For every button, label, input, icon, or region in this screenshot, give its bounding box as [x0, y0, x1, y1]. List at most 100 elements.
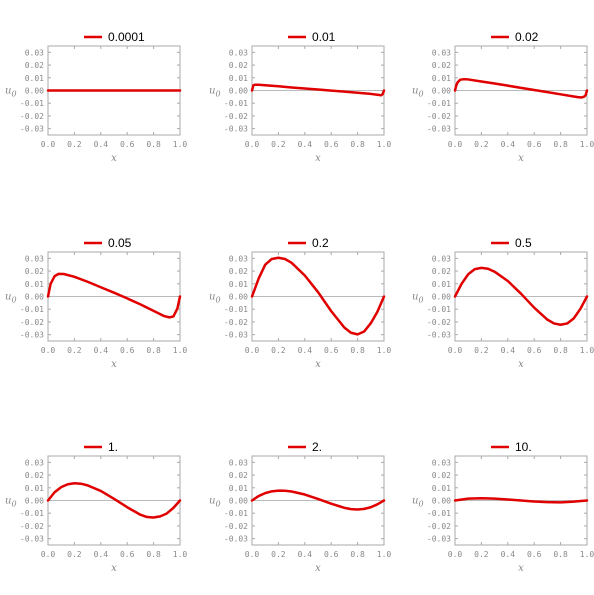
- y-tick-label: -0.01: [20, 99, 44, 108]
- legend-label: 0.5: [515, 236, 532, 250]
- legend-label: 0.05: [108, 236, 132, 250]
- x-tick-label: 0.0: [41, 140, 56, 149]
- x-tick-label: 0.2: [67, 140, 82, 149]
- y-tick-label: 0.01: [229, 484, 248, 493]
- x-tick-label: 0.6: [527, 140, 542, 149]
- panel-5: 0.2 0.03 0.02 0.01 0.00 -0.01 -0.02 -0.03 0.0 0.2…: [209, 236, 391, 370]
- y-tick-label: -0.02: [224, 522, 248, 531]
- x-tick-label: 0.4: [94, 140, 109, 149]
- x-tick-label: 0.6: [527, 346, 542, 355]
- series-line: [46, 481, 182, 519]
- y-tick-label: 0.02: [229, 471, 248, 480]
- x-tick-label: 0.8: [146, 346, 161, 355]
- y-tick-label: 0.00: [432, 87, 451, 96]
- x-tick-label: 0.0: [448, 346, 463, 355]
- y-axis-label-subscript: 0: [11, 500, 16, 509]
- legend-label: 0.0001: [108, 30, 145, 44]
- y-tick-label: -0.01: [224, 99, 248, 108]
- x-axis-label: x: [518, 153, 524, 164]
- y-tick-label: -0.01: [224, 305, 248, 314]
- x-axis-label: x: [111, 359, 117, 370]
- y-tick-label: -0.02: [224, 112, 248, 121]
- y-axis-label-subscript: 0: [418, 90, 423, 99]
- y-tick-label: 0.01: [25, 484, 44, 493]
- x-tick-label: 0.6: [120, 550, 135, 559]
- x-tick-label: 0.2: [474, 550, 489, 559]
- y-axis-label: u0: [412, 86, 424, 99]
- x-axis-label: x: [111, 563, 117, 574]
- x-axis-label: x: [518, 563, 524, 574]
- x-tick-label: 0.0: [245, 550, 260, 559]
- y-axis-label-base: u: [412, 496, 418, 507]
- y-tick-label: -0.03: [20, 535, 44, 544]
- y-axis-label: u0: [209, 86, 221, 99]
- x-tick-label: 0.4: [94, 550, 109, 559]
- y-axis-label: u0: [5, 86, 17, 99]
- y-axis-label-base: u: [412, 86, 418, 97]
- x-tick-label: 0.2: [67, 550, 82, 559]
- y-tick-label: -0.03: [427, 535, 451, 544]
- y-axis-label-subscript: 0: [11, 90, 16, 99]
- y-tick-label: -0.03: [427, 125, 451, 134]
- y-tick-label: -0.02: [20, 522, 44, 531]
- series-line: [453, 77, 589, 99]
- y-tick-label: -0.01: [427, 509, 451, 518]
- y-tick-label: 0.01: [432, 484, 451, 493]
- x-tick-label: 0.2: [271, 140, 286, 149]
- panel-9: 10. 0.03 0.02 0.01 0.00 -0.01 -0.02 -0.03 0.0 0.2…: [412, 440, 594, 574]
- x-tick-label: 0.2: [474, 346, 489, 355]
- y-tick-label: 0.00: [229, 497, 248, 506]
- y-tick-label: -0.01: [20, 305, 44, 314]
- y-axis-label-base: u: [5, 496, 11, 507]
- y-tick-label: 0.02: [432, 61, 451, 70]
- series-line: [250, 256, 386, 336]
- y-tick-label: 0.02: [25, 267, 44, 276]
- legend-label: 1.: [108, 440, 118, 454]
- y-tick-label: 0.03: [229, 458, 248, 467]
- y-tick-label: -0.01: [427, 99, 451, 108]
- y-tick-label: 0.03: [25, 48, 44, 57]
- y-tick-label: 0.02: [25, 471, 44, 480]
- y-tick-label: 0.00: [25, 497, 44, 506]
- y-axis-label-subscript: 0: [215, 90, 220, 99]
- series-line: [453, 266, 589, 326]
- x-tick-label: 1.0: [377, 550, 392, 559]
- y-axis-label-base: u: [412, 292, 418, 303]
- y-tick-label: -0.03: [20, 331, 44, 340]
- x-tick-label: 0.6: [324, 550, 339, 559]
- y-axis-label: u0: [5, 496, 17, 509]
- y-axis-label-subscript: 0: [418, 296, 423, 305]
- panel-8: 2. 0.03 0.02 0.01 0.00 -0.01 -0.02 -0.03 0.0 0.2 0…: [209, 440, 391, 574]
- x-tick-label: 0.8: [146, 550, 161, 559]
- x-tick-label: 0.4: [94, 346, 109, 355]
- y-tick-label: 0.03: [432, 48, 451, 57]
- y-axis-label: u0: [5, 292, 17, 305]
- panel-3: 0.02 0.03 0.02 0.01 0.00 -0.01 -0.02 -0.03 0.0 0.…: [412, 30, 594, 164]
- y-axis-label: u0: [412, 292, 424, 305]
- y-tick-label: -0.02: [20, 112, 44, 121]
- series-line: [250, 83, 386, 97]
- x-tick-label: 1.0: [580, 550, 594, 559]
- x-tick-label: 0.6: [324, 140, 339, 149]
- x-tick-label: 0.0: [245, 346, 260, 355]
- x-tick-label: 0.2: [271, 346, 286, 355]
- y-tick-label: -0.02: [224, 318, 248, 327]
- y-axis-label: u0: [412, 496, 424, 509]
- y-axis-label-subscript: 0: [215, 296, 220, 305]
- y-tick-label: 0.01: [432, 74, 451, 83]
- legend-label: 10.: [515, 440, 532, 454]
- x-axis-label: x: [111, 153, 117, 164]
- y-tick-label: -0.01: [427, 305, 451, 314]
- y-tick-label: -0.03: [224, 125, 248, 134]
- panel-4: 0.05 0.03 0.02 0.01 0.00 -0.01 -0.02 -0.03 0.0 0.…: [5, 236, 187, 370]
- y-axis-label-subscript: 0: [418, 500, 423, 509]
- x-tick-label: 0.0: [448, 550, 463, 559]
- y-tick-label: 0.02: [229, 267, 248, 276]
- y-tick-label: 0.03: [229, 48, 248, 57]
- y-tick-label: 0.02: [432, 267, 451, 276]
- y-axis-label: u0: [209, 496, 221, 509]
- y-tick-label: 0.01: [229, 280, 248, 289]
- panel-1: 0.00010.030.020.010.00-0.01-0.02-0.030.0…: [5, 30, 187, 164]
- y-tick-label: 0.00: [432, 293, 451, 302]
- x-tick-label: 0.4: [501, 140, 516, 149]
